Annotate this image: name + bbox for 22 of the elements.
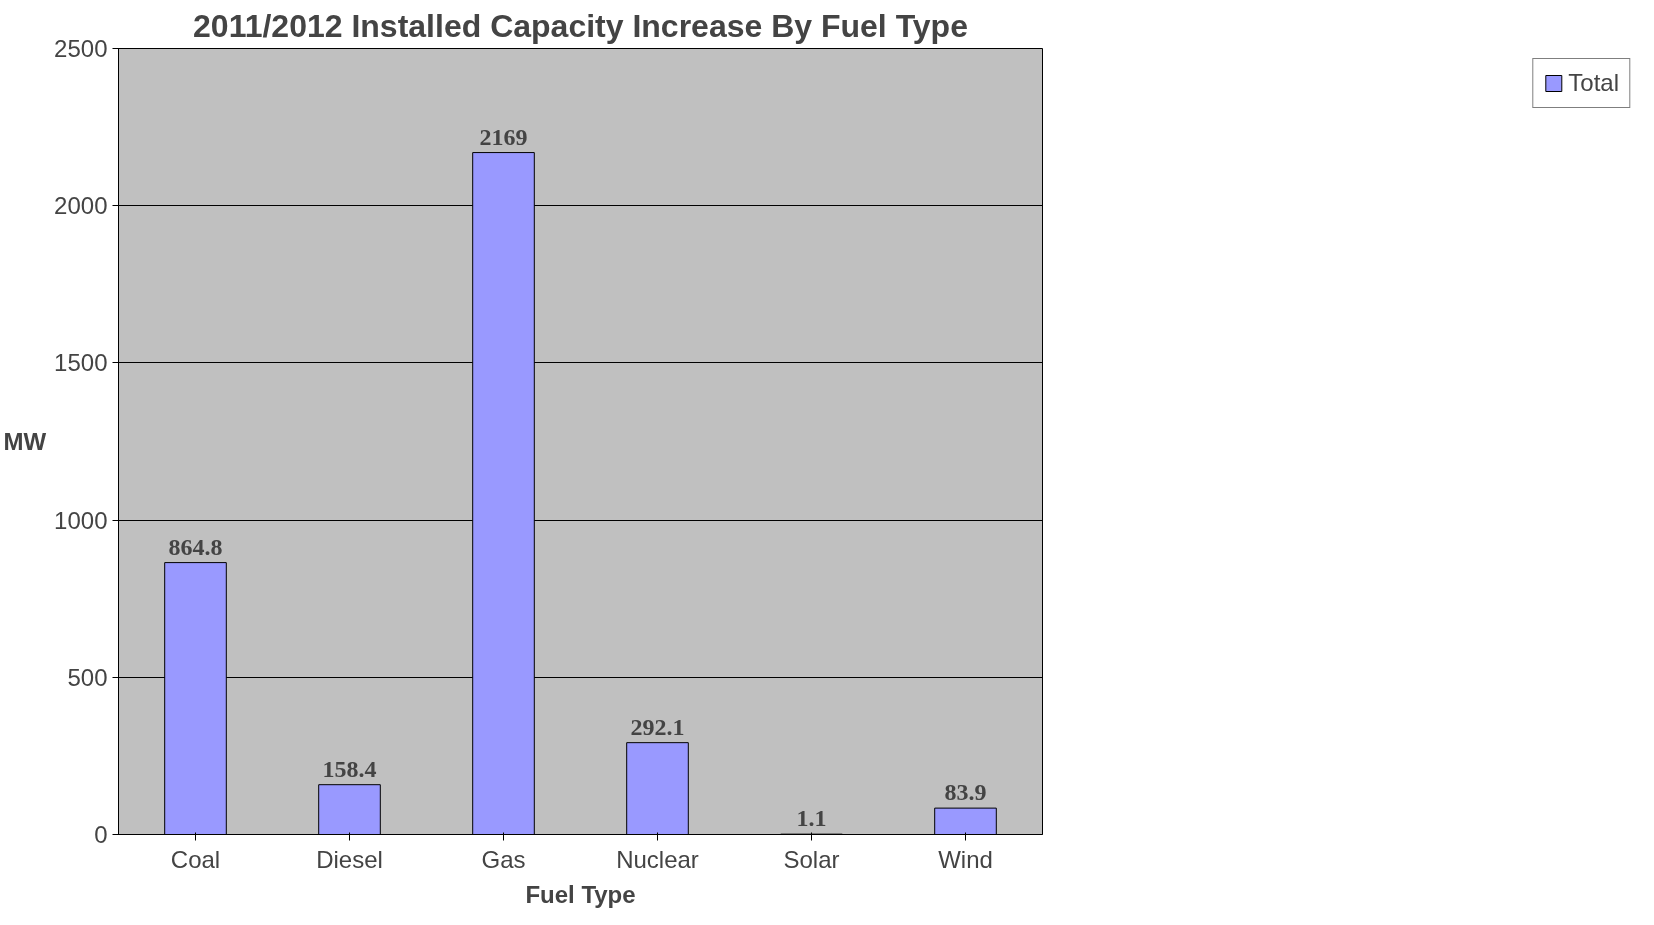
data-label: 864.8 <box>168 533 223 560</box>
data-label: 1.1 <box>796 805 827 832</box>
y-tick-label: 0 <box>94 821 108 848</box>
x-tick-label: Gas <box>481 845 526 873</box>
x-tick-label: Solar <box>783 845 840 873</box>
y-axis-title: MW <box>3 428 47 455</box>
data-label: 292.1 <box>630 713 685 740</box>
x-axis-title: Fuel Type <box>525 880 636 908</box>
y-tick-label: 2500 <box>54 35 108 62</box>
y-tick-label: 1500 <box>54 349 108 377</box>
y-tick-label: 2000 <box>54 192 108 220</box>
y-tick-label: 1000 <box>54 506 108 534</box>
x-tick-label: Coal <box>170 845 221 873</box>
x-tick-label: Wind <box>938 845 993 873</box>
legend-label: Total <box>1568 69 1619 97</box>
chart-title: 2011/2012 Installed Capacity Increase By Fuel Type <box>193 7 968 44</box>
data-label: 2169 <box>479 123 528 150</box>
data-label: 158.4 <box>322 755 377 782</box>
data-label: 83.9 <box>944 779 987 806</box>
x-tick-label: Nuclear <box>616 845 699 873</box>
x-tick-label: Diesel <box>316 845 383 873</box>
y-tick-label: 500 <box>67 663 108 691</box>
